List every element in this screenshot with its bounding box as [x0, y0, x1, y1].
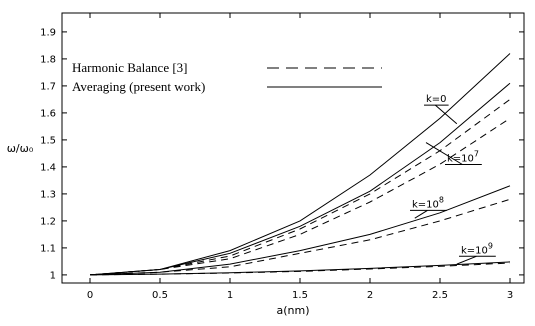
legend-label: Harmonic Balance [3]	[72, 60, 188, 75]
series-line-5	[89, 185, 511, 276]
annotation-leader	[434, 104, 458, 125]
y-tick-label: 1.1	[40, 243, 56, 254]
annotation-leader	[414, 209, 428, 219]
y-tick-label: 1.9	[40, 27, 56, 38]
x-tick-label: 0	[87, 290, 93, 301]
annotation-label: k=0	[426, 94, 447, 105]
series-line-2	[89, 82, 511, 276]
annotation-leader	[425, 142, 463, 165]
x-tick-label: 1	[227, 290, 233, 301]
x-tick-label: 3	[507, 290, 513, 301]
y-tick-label: 1	[50, 270, 56, 281]
legend: Harmonic Balance [3] Averaging (present w…	[72, 60, 382, 94]
x-axis-title: a(nm)	[276, 304, 309, 317]
y-tick-label: 1.6	[40, 108, 56, 119]
y-tick-label: 1.7	[40, 81, 56, 92]
annotation-label: k=108	[412, 195, 444, 210]
y-tick-label: 1.2	[40, 216, 56, 227]
y-axis-title: ω/ω₀	[7, 142, 34, 155]
legend-label: Averaging (present work)	[72, 79, 205, 94]
series-line-3	[89, 98, 511, 276]
plot-frame	[61, 12, 525, 284]
x-tick-label: 1.5	[292, 290, 308, 301]
y-tick-label: 1.4	[40, 162, 56, 173]
axis-ticks	[62, 13, 524, 283]
x-tick-label: 2.5	[432, 290, 448, 301]
annotations: k=0 k=107 k=108 k=109	[410, 94, 496, 265]
series-line-4	[89, 117, 511, 276]
series-line-8	[89, 262, 511, 276]
annotation-leader	[456, 255, 477, 265]
y-tick-label: 1.8	[40, 54, 56, 65]
y-tick-label: 1.5	[40, 135, 56, 146]
y-tick-label: 1.3	[40, 189, 56, 200]
tick-labels: 0 0.5 1 1.5 2 2.5 3 1 1.1 1.2 1.3 1.4 1.5 1.6 1.7 1.8 1.…	[40, 27, 513, 301]
annotation-label: k=107	[447, 150, 479, 165]
x-tick-label: 0.5	[152, 290, 168, 301]
x-tick-label: 2	[367, 290, 373, 301]
annotation-label: k=109	[461, 241, 493, 256]
series-line-6	[89, 198, 511, 276]
